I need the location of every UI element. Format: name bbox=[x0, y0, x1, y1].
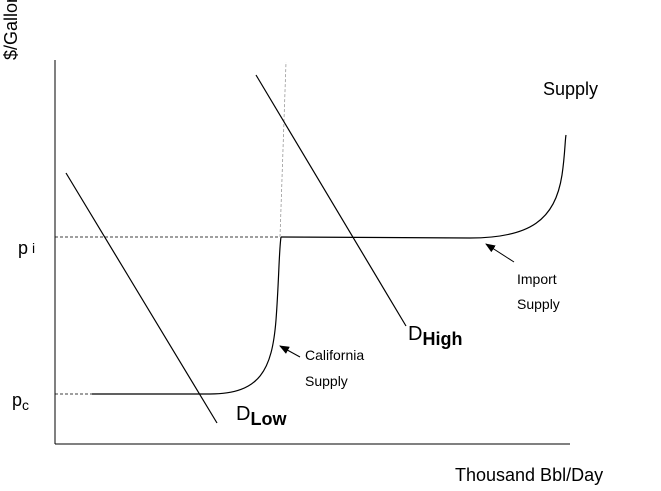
demand-high-label: DHigh bbox=[408, 323, 462, 349]
import-annotation: Supply bbox=[517, 296, 560, 312]
y-axis-label: $/Gallon bbox=[1, 0, 21, 60]
symbol: D bbox=[408, 323, 422, 345]
supply-label: Supply bbox=[543, 79, 598, 99]
california-supply-curve bbox=[92, 236, 282, 395]
california-arrow bbox=[279, 345, 301, 358]
demand-low-line bbox=[65, 172, 218, 424]
subscript: i bbox=[32, 240, 35, 256]
california-annotation: Supply bbox=[305, 373, 348, 389]
import-arrow bbox=[485, 243, 515, 263]
subscript: High bbox=[422, 329, 462, 349]
symbol: p bbox=[12, 390, 22, 410]
demand-high-line bbox=[255, 74, 407, 327]
capacity-dashed bbox=[279, 61, 287, 238]
subscript: Low bbox=[250, 409, 287, 429]
x-axis-label: Thousand Bbl/Day bbox=[455, 465, 603, 485]
california-annotation: California bbox=[305, 347, 364, 363]
symbol: D bbox=[236, 403, 250, 425]
pc-label: pc bbox=[12, 390, 29, 413]
demand-low-label: DLow bbox=[236, 403, 287, 429]
import-annotation: Import bbox=[517, 271, 557, 287]
import-supply-curve bbox=[280, 134, 567, 239]
symbol: p bbox=[18, 238, 28, 258]
subscript: c bbox=[22, 397, 29, 413]
